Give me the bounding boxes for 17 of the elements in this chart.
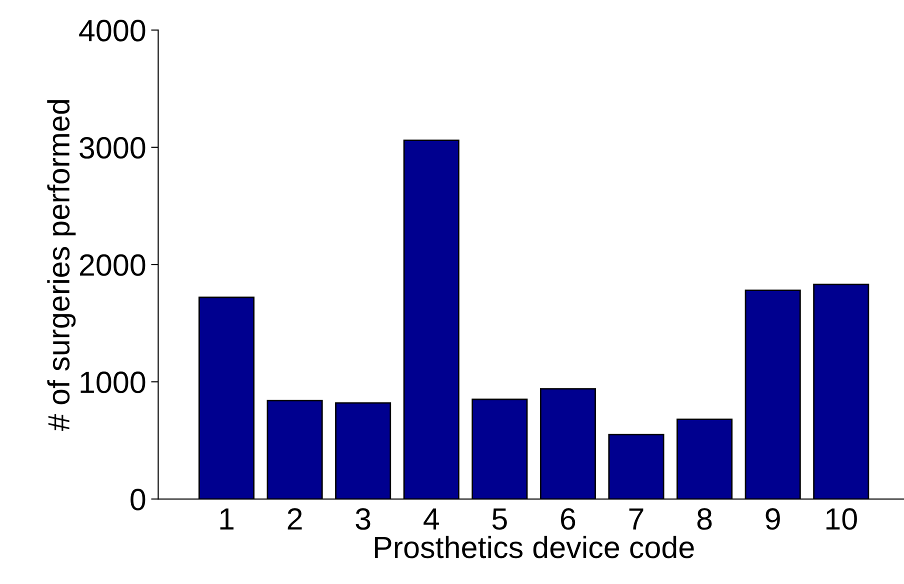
y-tick-label: 3000 — [80, 137, 146, 159]
x-tick-label: 1 — [220, 508, 234, 530]
y-tick-label: 2000 — [80, 254, 146, 276]
y-tick-label: 0 — [130, 488, 146, 510]
y-axis-title: # of surgeries performed — [47, 100, 76, 431]
x-tick-label: 5 — [492, 508, 507, 530]
x-tick-label: 6 — [561, 508, 576, 530]
y-tick-label: 1000 — [80, 372, 146, 394]
x-tick-label: 2 — [288, 508, 302, 530]
x-tick-label: 3 — [356, 508, 370, 530]
x-tick-label: 9 — [766, 508, 780, 530]
x-tick-label: 4 — [424, 508, 439, 530]
x-tick-label: 7 — [629, 508, 644, 530]
x-tick-label: 8 — [697, 508, 712, 530]
y-tick-label: 4000 — [79, 20, 146, 42]
x-axis-title: Prosthetics device code — [374, 536, 694, 558]
x-tick-label: 10 — [826, 508, 857, 530]
